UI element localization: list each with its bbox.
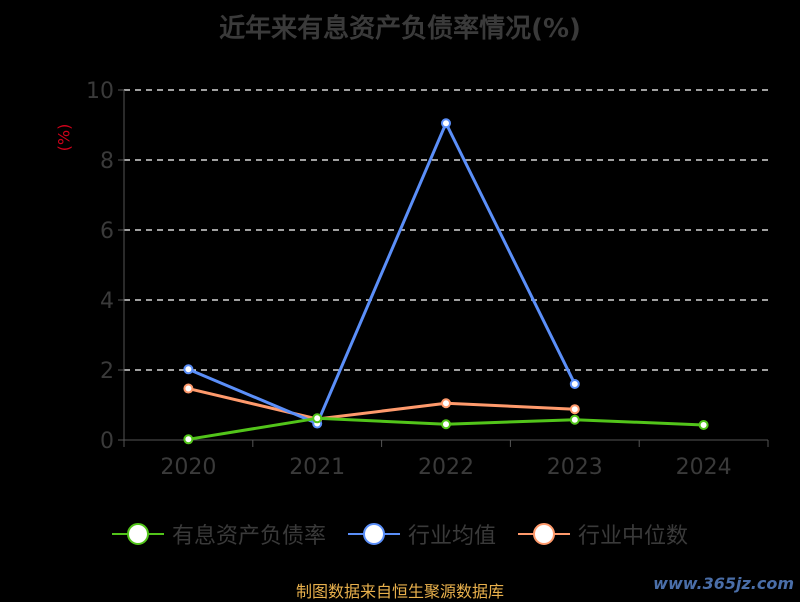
y-tick-label: 4 [100, 289, 114, 314]
data-point [183, 383, 194, 394]
y-tick-label: 0 [100, 429, 114, 454]
data-point [312, 413, 323, 424]
data-point [441, 419, 451, 430]
legend-label: 有息资产负债率 [171, 524, 326, 549]
data-point [698, 419, 709, 430]
data-point [183, 434, 194, 445]
y-tick-label: 2 [100, 359, 114, 384]
data-point [441, 118, 451, 129]
data-point [569, 404, 580, 415]
legend-item-debt-ratio[interactable]: 有息资产负债率 [111, 518, 326, 550]
legend-marker-icon [518, 523, 570, 545]
series-line [188, 387, 575, 421]
legend: 有息资产负债率 行业均值 行业中位数 [0, 518, 800, 550]
x-tick-label: 2023 [547, 455, 603, 480]
legend-label: 行业均值 [407, 524, 496, 549]
series-line [187, 121, 577, 426]
legend-marker-icon [111, 523, 164, 545]
legend-item-industry-mean[interactable]: 行业均值 [347, 518, 496, 550]
data-source-note: 制图数据来自恒生聚源数据库 [295, 582, 504, 601]
data-point [569, 379, 580, 389]
data-point [183, 364, 194, 375]
x-tick-label: 2020 [160, 455, 216, 480]
legend-item-industry-median[interactable]: 行业中位数 [518, 518, 688, 550]
data-point [569, 414, 580, 425]
y-tick-label: 6 [100, 219, 114, 244]
watermark: www.365jz.com [653, 574, 794, 593]
legend-label: 行业中位数 [578, 524, 689, 549]
x-tick-label: 2022 [418, 455, 474, 480]
x-tick-label: 2024 [676, 455, 732, 480]
y-tick-label: 10 [86, 79, 114, 104]
data-point [441, 398, 451, 409]
chart-title: 近年来有息资产负债率情况(%) [219, 14, 581, 44]
legend-marker-icon [347, 523, 400, 545]
x-tick-label: 2021 [289, 455, 345, 480]
y-tick-label: 8 [100, 149, 114, 174]
